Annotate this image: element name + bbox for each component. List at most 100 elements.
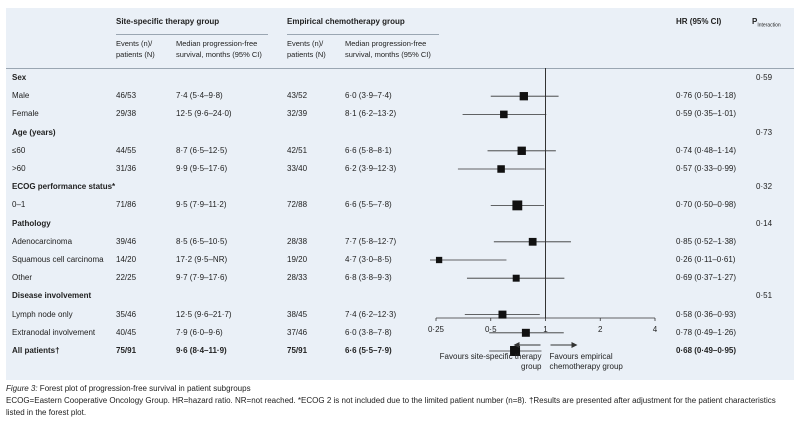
g2-median-value: 6·0 (3·9–7·4) <box>345 91 392 101</box>
g1-events-value: 31/36 <box>116 164 137 173</box>
hr-value: 0·85 (0·52–1·38) <box>676 236 737 246</box>
g2-events-value: 28/33 <box>287 273 308 283</box>
caption-label: Figure 3: <box>6 384 38 393</box>
g1-median-value: 8·7 (6·5–12·5) <box>176 145 228 155</box>
hr-point <box>435 256 443 264</box>
favour-left-label: group <box>521 362 542 371</box>
hr-value: 0·74 (0·48–1·14) <box>676 145 737 155</box>
group1-header: Site-specific therapy group <box>116 17 220 26</box>
g1-median-value: 9·5 (7·9–11·2) <box>176 200 227 210</box>
x-tick-label: 0·5 <box>485 325 497 334</box>
g1-events-value: 75/91 <box>116 346 137 355</box>
section-label: Age (years) <box>12 127 56 137</box>
hr-header: HR (95% CI) <box>676 17 722 26</box>
figure-caption: Figure 3: Forest plot of progression-fre… <box>6 383 796 419</box>
hr-value: 0·69 (0·37–1·27) <box>676 273 737 283</box>
row-label: Adenocarcinoma <box>12 236 73 246</box>
hr-value: 0·78 (0·49–1·26) <box>676 327 737 337</box>
g2-events-value: 72/88 <box>287 200 308 210</box>
favour-right-arrowhead <box>571 342 578 348</box>
hr-value: 0·57 (0·33–0·99) <box>676 164 737 173</box>
x-tick-label: 4 <box>653 325 658 334</box>
row-label: Female <box>12 109 39 119</box>
g1-median-value: 9·9 (9·5–17·6) <box>176 164 228 173</box>
g1-median-value: 7·9 (6·0–9·6) <box>176 327 223 337</box>
p-interaction-value: 0·51 <box>756 291 773 301</box>
g1-median-value: 9·6 (8·4–11·9) <box>176 346 227 355</box>
row-label: Squamous cell carcinoma <box>12 255 104 264</box>
g1-median-value: 8·5 (6·5–10·5) <box>176 236 228 246</box>
section-label: Disease involvement <box>12 291 92 301</box>
favour-left-label: Favours site-specific therapy <box>440 352 542 361</box>
group2-header: Empirical chemotherapy group <box>287 17 405 26</box>
hr-point <box>512 274 520 282</box>
g1-events-value: 44/55 <box>116 145 137 155</box>
g2-median-value: 4·7 (3·0–8·5) <box>345 255 392 264</box>
row-label: Lymph node only <box>12 309 73 319</box>
g1-events-value: 14/20 <box>116 255 137 264</box>
g2-median-value: 6·6 (5·5–7·9) <box>345 346 392 355</box>
group2-rule <box>287 34 439 35</box>
g1-events-value: 29/38 <box>116 109 137 119</box>
row-label: Male <box>12 91 30 101</box>
hr-value: 0·70 (0·50–0·98) <box>676 200 737 210</box>
p-header: PInteraction <box>752 17 781 29</box>
g2-median-value: 7·7 (5·8–12·7) <box>345 236 397 246</box>
g2-events-value: 28/38 <box>287 236 308 246</box>
hr-point <box>498 310 507 319</box>
g2-events-value: 42/51 <box>287 145 308 155</box>
hr-point <box>497 165 505 173</box>
g2-median-value: 6·0 (3·8–7·8) <box>345 327 392 337</box>
section-label: Pathology <box>12 218 51 228</box>
row-label: Extranodal involvement <box>12 327 96 337</box>
g1-events-value: 35/46 <box>116 309 137 319</box>
p-interaction-value: 0·59 <box>756 73 773 82</box>
g1-median-value: 17·2 (9·5–NR) <box>176 255 228 264</box>
hr-value: 0·68 (0·49–0·95) <box>676 346 737 355</box>
g2-events-value: 37/46 <box>287 327 308 337</box>
hr-value: 0·58 (0·36–0·93) <box>676 309 737 319</box>
row-label: All patients† <box>12 346 60 355</box>
x-tick-label: 0·25 <box>428 325 445 334</box>
g2-median-value: 8·1 (6·2–13·2) <box>345 109 397 119</box>
g1-events-value: 71/86 <box>116 200 137 210</box>
favour-right-label: Favours empirical <box>550 352 613 361</box>
header-divider <box>6 68 794 69</box>
row-label: Other <box>12 273 33 283</box>
hr-point <box>512 200 523 211</box>
g1-median-value: 9·7 (7·9–17·6) <box>176 273 228 283</box>
section-label: Sex <box>12 73 27 82</box>
favour-right-label: chemotherapy group <box>550 362 624 371</box>
caption-footnote: ECOG=Eastern Cooperative Oncology Group.… <box>6 396 776 417</box>
g1-events-value: 40/45 <box>116 327 137 337</box>
row-label: ≤60 <box>12 145 26 155</box>
g1-events-value: 22/25 <box>116 273 137 283</box>
g1-median-value: 12·5 (9·6–24·0) <box>176 109 232 119</box>
g2-median-value: 6·2 (3·9–12·3) <box>345 164 397 173</box>
p-interaction-value: 0·32 <box>756 182 773 192</box>
row-label: 0–1 <box>12 200 26 210</box>
hr-value: 0·76 (0·50–1·18) <box>676 91 737 101</box>
favour-left-arrowhead <box>513 342 520 348</box>
group1-rule <box>116 34 268 35</box>
g2-events-value: 38/45 <box>287 309 308 319</box>
hr-point <box>519 92 528 101</box>
hr-point <box>500 110 508 119</box>
g2-median-header: Median progression-free survival, months … <box>345 39 431 59</box>
x-tick-label: 2 <box>598 325 603 334</box>
g1-median-value: 7·4 (5·4–9·8) <box>176 91 223 101</box>
g2-events-value: 32/39 <box>287 109 308 119</box>
g1-median-value: 12·5 (9·6–21·7) <box>176 309 232 319</box>
hr-value: 0·26 (0·11–0·61) <box>676 255 736 264</box>
g1-events-value: 46/53 <box>116 91 137 101</box>
g2-events-header: Events (n)/patients (N) <box>287 39 326 59</box>
g2-median-value: 6·6 (5·8–8·1) <box>345 145 392 155</box>
g2-events-value: 19/20 <box>287 255 308 264</box>
hr-point <box>521 328 530 337</box>
section-label: ECOG performance status* <box>12 182 116 192</box>
hr-point <box>517 146 526 155</box>
g2-events-value: 43/52 <box>287 91 308 101</box>
row-label: >60 <box>12 164 26 173</box>
p-interaction-value: 0·14 <box>756 218 773 228</box>
